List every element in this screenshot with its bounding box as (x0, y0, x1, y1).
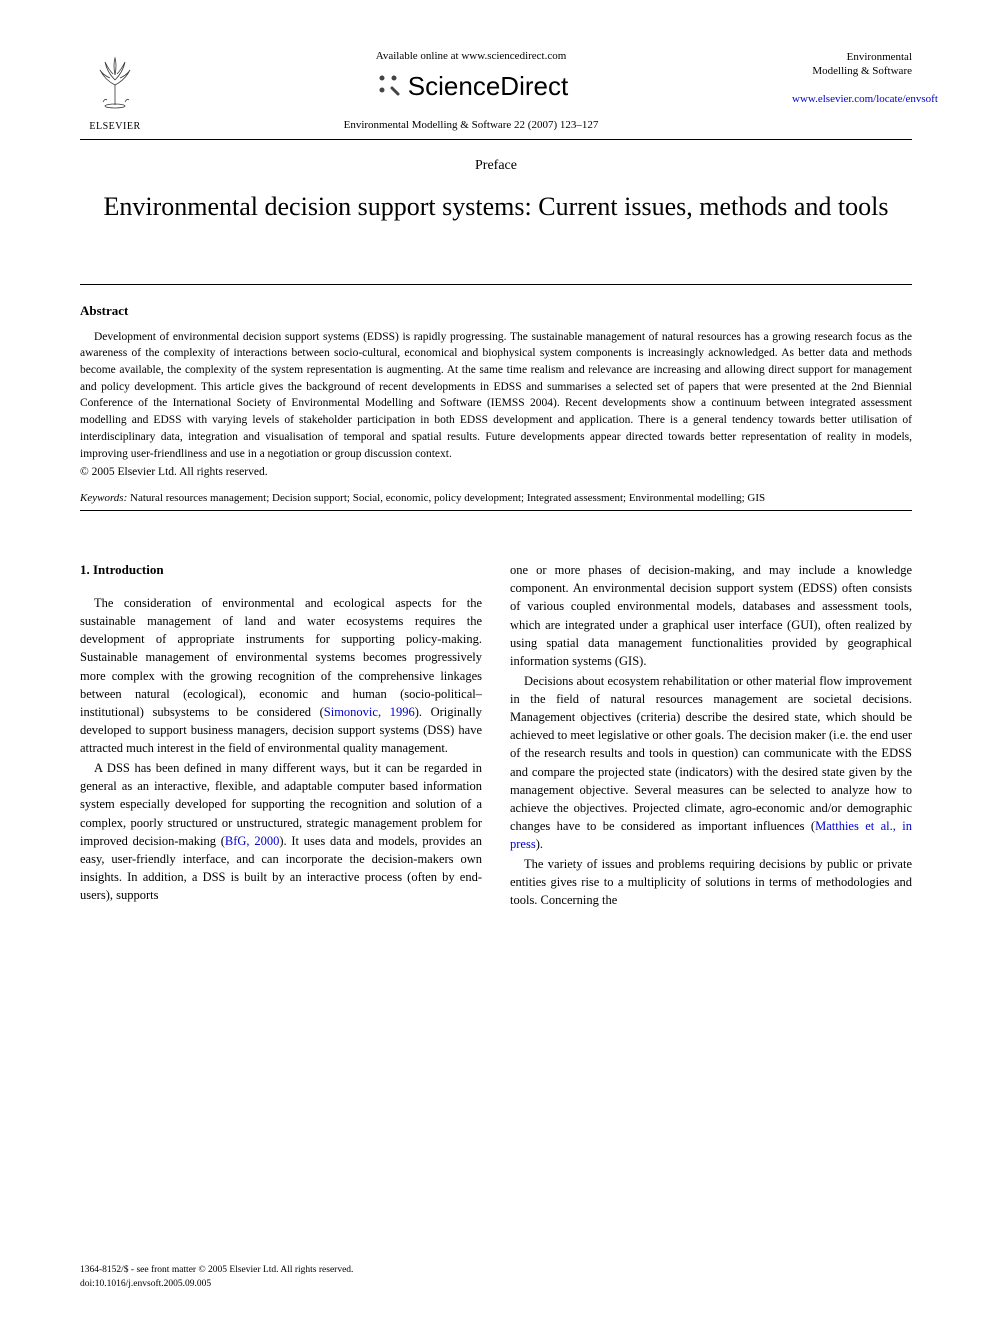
elsevier-label: ELSEVIER (80, 121, 150, 132)
abstract-heading: Abstract (80, 303, 912, 319)
column-left: 1. Introduction The consideration of env… (80, 561, 482, 911)
para-4-b: ). (536, 837, 543, 851)
journal-homepage-link[interactable]: www.elsevier.com/locate/envsoft (792, 93, 912, 105)
elsevier-tree-icon (80, 50, 150, 119)
citation-bfg[interactable]: BfG, 2000 (225, 834, 279, 848)
header-rule (80, 139, 912, 140)
keywords-text: Natural resources management; Decision s… (127, 492, 765, 504)
article-title: Environmental decision support systems: … (80, 190, 912, 224)
copyright-line: © 2005 Elsevier Ltd. All rights reserved… (80, 466, 912, 478)
abstract-text: Development of environmental decision su… (80, 329, 912, 462)
body-columns: 1. Introduction The consideration of env… (80, 561, 912, 911)
footer-line1: 1364-8152/$ - see front matter © 2005 El… (80, 1264, 353, 1277)
para-1-a: The consideration of environmental and e… (80, 596, 482, 719)
header: ELSEVIER Available online at www.science… (80, 50, 912, 131)
abstract-top-rule (80, 284, 912, 285)
sciencedirect-text: ScienceDirect (408, 71, 568, 102)
journal-block: Environmental Modelling & Software www.e… (792, 50, 912, 105)
journal-name-line1: Environmental (792, 50, 912, 64)
para-1: The consideration of environmental and e… (80, 594, 482, 757)
abstract-bottom-rule (80, 510, 912, 511)
available-online-text: Available online at www.sciencedirect.co… (170, 50, 772, 62)
keywords: Keywords: Natural resources management; … (80, 492, 912, 504)
para-4-a: Decisions about ecosystem rehabilitation… (510, 674, 912, 833)
sciencedirect-icon (374, 70, 402, 103)
para-5: The variety of issues and problems requi… (510, 855, 912, 909)
footer: 1364-8152/$ - see front matter © 2005 El… (80, 1264, 353, 1291)
citation: Environmental Modelling & Software 22 (2… (170, 119, 772, 131)
section-1-heading: 1. Introduction (80, 561, 482, 580)
para-4: Decisions about ecosystem rehabilitation… (510, 672, 912, 853)
header-center: Available online at www.sciencedirect.co… (150, 50, 792, 131)
elsevier-logo: ELSEVIER (80, 50, 150, 130)
para-3: one or more phases of decision-making, a… (510, 561, 912, 670)
sciencedirect-logo: ScienceDirect (374, 70, 568, 103)
keywords-label: Keywords: (80, 492, 127, 504)
citation-simonovic[interactable]: Simonovic, 1996 (324, 705, 415, 719)
footer-line2: doi:10.1016/j.envsoft.2005.09.005 (80, 1278, 353, 1291)
journal-name-line2: Modelling & Software (792, 64, 912, 78)
column-right: one or more phases of decision-making, a… (510, 561, 912, 911)
para-2: A DSS has been defined in many different… (80, 759, 482, 904)
preface-label: Preface (80, 158, 912, 174)
